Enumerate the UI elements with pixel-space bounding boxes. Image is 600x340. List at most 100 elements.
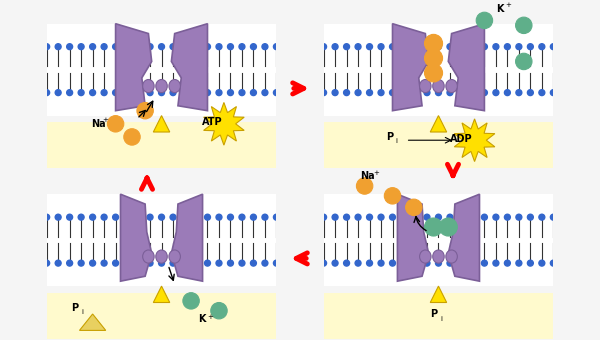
Circle shape [413,44,418,50]
Circle shape [183,293,199,309]
Circle shape [147,260,153,266]
Circle shape [481,90,487,96]
Polygon shape [121,194,152,281]
Circle shape [216,90,222,96]
Circle shape [239,260,245,266]
Circle shape [136,44,142,50]
Text: P: P [430,309,437,319]
Circle shape [320,90,326,96]
Circle shape [182,260,187,266]
Circle shape [205,90,211,96]
Circle shape [493,90,499,96]
Circle shape [493,44,499,50]
Circle shape [89,214,95,220]
Circle shape [527,44,533,50]
Circle shape [113,90,119,96]
Bar [47,293,277,339]
Circle shape [55,260,61,266]
Circle shape [137,102,154,119]
Polygon shape [172,194,203,281]
Circle shape [250,260,256,266]
Circle shape [205,214,211,220]
Circle shape [401,260,407,266]
Circle shape [505,44,511,50]
Circle shape [250,44,256,50]
Text: i: i [81,309,83,315]
Text: +: + [373,170,379,175]
Circle shape [458,90,464,96]
Circle shape [262,214,268,220]
Circle shape [193,260,199,266]
Circle shape [425,64,443,82]
Circle shape [332,90,338,96]
Circle shape [424,214,430,220]
Circle shape [413,260,418,266]
Circle shape [355,44,361,50]
Circle shape [205,260,211,266]
Circle shape [424,90,430,96]
Circle shape [458,214,464,220]
Ellipse shape [156,80,167,92]
Circle shape [378,260,384,266]
Circle shape [250,214,256,220]
Circle shape [401,214,407,220]
Circle shape [158,260,164,266]
Circle shape [136,90,142,96]
Circle shape [182,90,187,96]
Polygon shape [448,24,484,111]
Circle shape [424,260,430,266]
Circle shape [470,260,476,266]
Circle shape [332,44,338,50]
Circle shape [193,44,199,50]
Text: +: + [103,117,109,123]
Circle shape [367,260,373,266]
Circle shape [113,44,119,50]
Circle shape [550,260,556,266]
Ellipse shape [169,80,181,92]
Text: i: i [396,138,398,144]
Text: ATP: ATP [202,117,223,128]
Circle shape [550,214,556,220]
Circle shape [107,116,124,132]
Ellipse shape [143,80,154,92]
Ellipse shape [169,250,181,263]
Circle shape [355,260,361,266]
Circle shape [78,90,84,96]
Polygon shape [430,116,446,132]
Circle shape [447,90,453,96]
Circle shape [447,214,453,220]
Circle shape [493,260,499,266]
Circle shape [44,260,50,266]
Circle shape [78,44,84,50]
Circle shape [436,260,442,266]
Ellipse shape [143,250,154,263]
Circle shape [389,214,395,220]
Circle shape [539,44,545,50]
Circle shape [227,260,233,266]
Bar [47,122,277,168]
Circle shape [367,44,373,50]
Circle shape [344,90,350,96]
Circle shape [274,214,280,220]
Circle shape [539,214,545,220]
Circle shape [101,44,107,50]
Circle shape [193,214,199,220]
Circle shape [436,214,442,220]
Circle shape [356,178,373,194]
Circle shape [550,90,556,96]
Circle shape [515,53,532,70]
Circle shape [113,214,119,220]
Circle shape [170,90,176,96]
Circle shape [516,90,522,96]
Circle shape [158,90,164,96]
Ellipse shape [156,250,167,263]
Text: K: K [197,314,205,324]
Ellipse shape [419,80,431,92]
Bar [323,122,553,168]
Circle shape [147,44,153,50]
Circle shape [67,260,73,266]
Circle shape [44,44,50,50]
Text: Na: Na [359,171,374,182]
Circle shape [170,260,176,266]
Circle shape [436,44,442,50]
